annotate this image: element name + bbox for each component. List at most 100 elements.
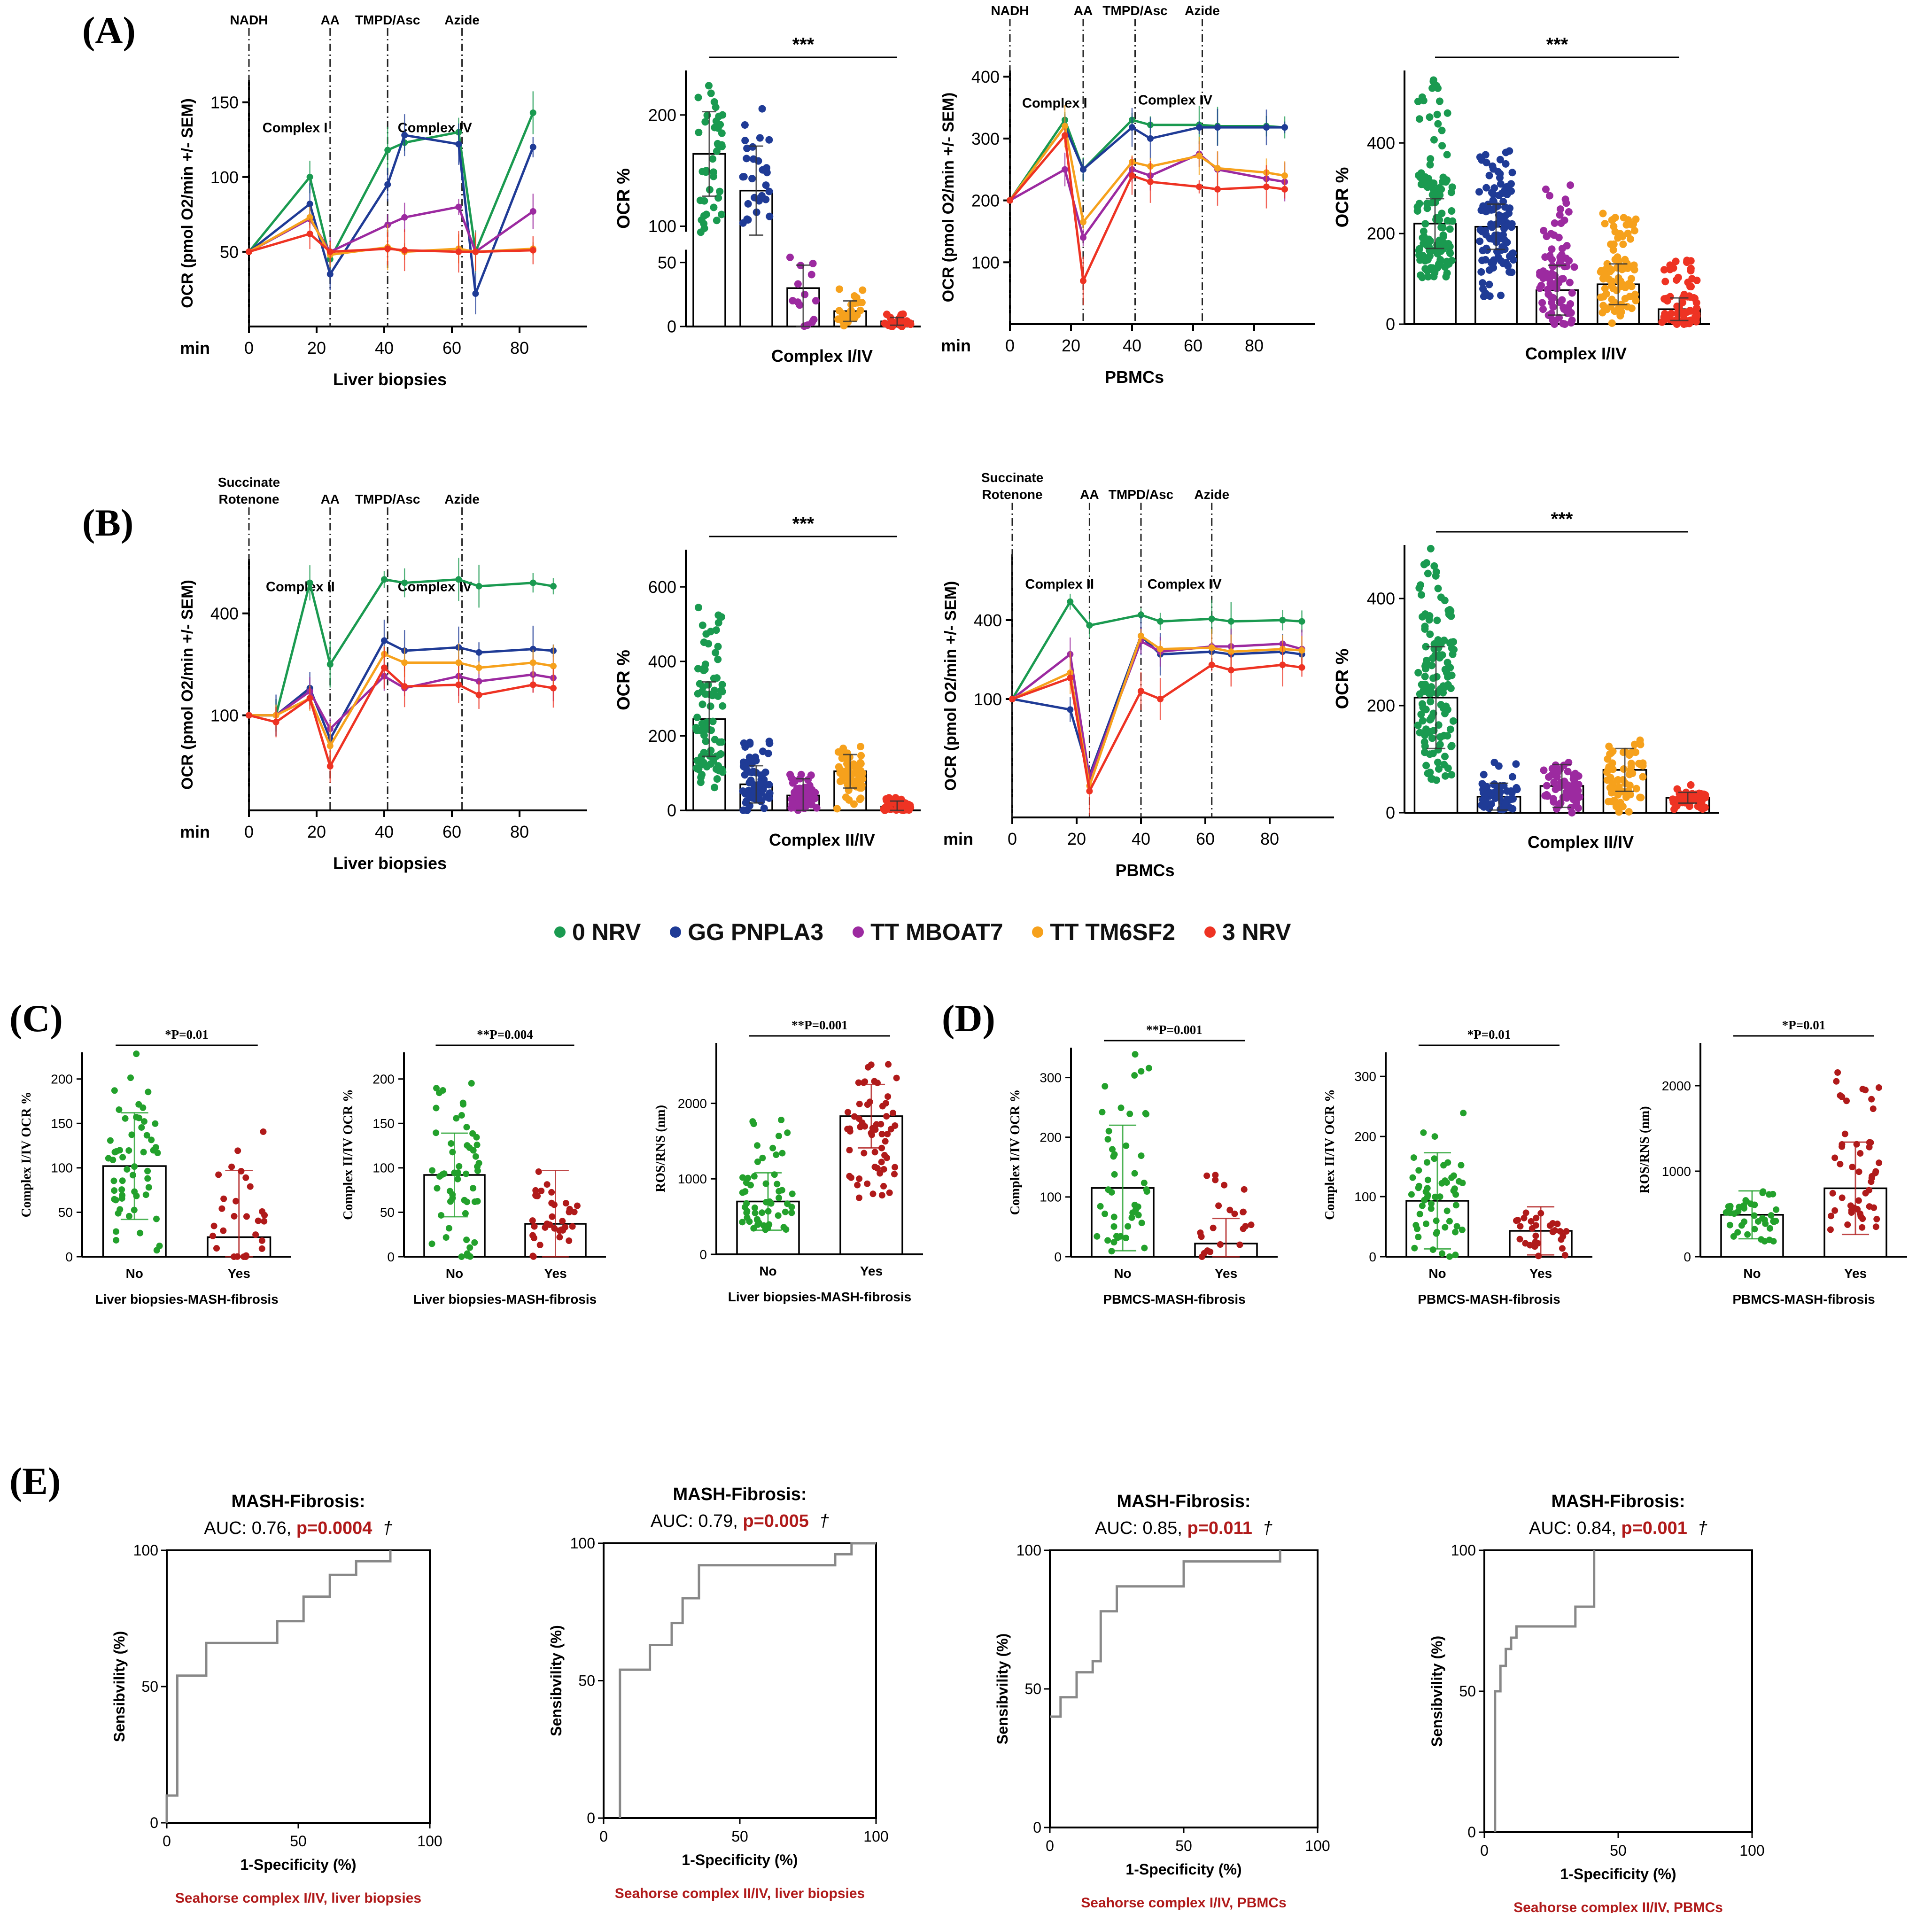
data-point bbox=[1477, 268, 1485, 276]
data-point bbox=[326, 661, 334, 668]
data-point bbox=[1062, 132, 1068, 139]
y-tick-label: 400 bbox=[210, 604, 239, 623]
p-value: p=0.0004 bbox=[296, 1518, 372, 1538]
data-point bbox=[1770, 1218, 1777, 1225]
data-point bbox=[1626, 293, 1634, 301]
data-point bbox=[231, 1213, 238, 1220]
data-point bbox=[718, 688, 726, 696]
data-point bbox=[1415, 1184, 1422, 1191]
data-point bbox=[1419, 234, 1427, 242]
data-point bbox=[882, 1138, 889, 1145]
data-point bbox=[1862, 1087, 1869, 1094]
data-point bbox=[127, 1074, 134, 1081]
y-tick-label: 2000 bbox=[1662, 1079, 1691, 1093]
data-point bbox=[1556, 211, 1564, 219]
data-point bbox=[743, 1209, 750, 1216]
data-point bbox=[1568, 289, 1576, 297]
data-point bbox=[1415, 1234, 1422, 1241]
data-point bbox=[1122, 1235, 1129, 1242]
data-point bbox=[1443, 1207, 1451, 1214]
data-point bbox=[1628, 275, 1636, 283]
data-point bbox=[774, 1181, 781, 1188]
data-point bbox=[836, 778, 844, 785]
data-point bbox=[1857, 1213, 1864, 1220]
data-point bbox=[709, 168, 717, 176]
series-line-tt-tm6sf2 bbox=[1011, 634, 1302, 786]
data-point bbox=[125, 1147, 132, 1154]
data-point bbox=[856, 1175, 863, 1182]
data-point bbox=[700, 731, 708, 739]
data-point bbox=[1134, 1203, 1141, 1210]
data-point bbox=[790, 777, 798, 785]
data-point bbox=[1131, 1072, 1138, 1079]
data-point bbox=[788, 1204, 795, 1211]
data-point bbox=[247, 1183, 254, 1190]
data-point bbox=[1131, 1170, 1138, 1177]
injection-label: TMPD/Asc bbox=[1102, 3, 1167, 18]
data-point bbox=[1866, 1143, 1873, 1151]
y-axis-label: OCR (pmol O2/min +/- SEM) bbox=[178, 580, 196, 790]
data-point bbox=[1549, 795, 1557, 803]
data-point bbox=[438, 1212, 445, 1219]
complex-annotation: Complex I bbox=[263, 120, 328, 135]
data-point bbox=[1496, 174, 1504, 182]
data-point bbox=[220, 1227, 227, 1234]
data-point bbox=[1567, 181, 1575, 189]
data-point bbox=[702, 630, 710, 638]
y-tick-label: 100 bbox=[570, 1535, 595, 1552]
data-point bbox=[710, 98, 718, 106]
data-point bbox=[1110, 1213, 1117, 1221]
data-point bbox=[1448, 771, 1456, 779]
data-point bbox=[1441, 772, 1449, 780]
injection-label: Azide bbox=[1194, 487, 1229, 502]
data-point bbox=[1432, 568, 1440, 576]
data-point bbox=[1476, 237, 1484, 245]
data-point bbox=[464, 1198, 471, 1205]
data-point bbox=[712, 626, 720, 634]
data-point bbox=[1829, 1190, 1836, 1197]
data-point bbox=[113, 1236, 120, 1244]
data-point bbox=[1680, 292, 1688, 300]
data-point bbox=[713, 147, 721, 155]
data-point bbox=[1435, 97, 1443, 105]
data-point bbox=[1109, 1146, 1116, 1153]
data-point bbox=[871, 1149, 878, 1156]
data-point bbox=[1420, 738, 1428, 746]
roc-title: MASH-Fibrosis: bbox=[232, 1492, 365, 1511]
data-point bbox=[306, 201, 313, 208]
data-point bbox=[1157, 618, 1164, 625]
data-point bbox=[743, 1200, 750, 1207]
data-point bbox=[474, 1163, 481, 1170]
data-point bbox=[1625, 808, 1633, 816]
data-point bbox=[258, 1237, 265, 1244]
y-tick-label: 0 bbox=[667, 317, 676, 336]
data-point bbox=[1086, 622, 1093, 629]
data-point bbox=[1604, 766, 1612, 774]
data-point bbox=[1086, 788, 1093, 794]
data-point bbox=[1630, 226, 1638, 234]
data-point bbox=[215, 1171, 222, 1178]
data-point bbox=[1827, 1226, 1834, 1233]
data-point bbox=[401, 659, 408, 666]
data-point bbox=[716, 121, 724, 129]
data-point bbox=[1427, 715, 1435, 723]
data-point bbox=[1432, 216, 1440, 224]
data-point bbox=[1435, 721, 1443, 729]
data-point bbox=[1621, 256, 1629, 264]
data-point bbox=[846, 1147, 853, 1154]
data-point bbox=[1102, 1210, 1109, 1217]
data-point bbox=[1736, 1204, 1743, 1211]
data-point bbox=[1413, 207, 1421, 215]
y-tick-label: 50 bbox=[380, 1205, 395, 1220]
data-point bbox=[1532, 1238, 1539, 1245]
data-point bbox=[135, 1101, 142, 1108]
data-point bbox=[1505, 147, 1513, 155]
data-point bbox=[1210, 1224, 1217, 1231]
data-point bbox=[1554, 1221, 1561, 1228]
data-point bbox=[1628, 282, 1636, 290]
data-point bbox=[258, 1245, 265, 1252]
data-point bbox=[878, 1159, 885, 1166]
data-point bbox=[110, 1177, 117, 1184]
data-point bbox=[833, 805, 841, 813]
data-point bbox=[1559, 1245, 1566, 1252]
